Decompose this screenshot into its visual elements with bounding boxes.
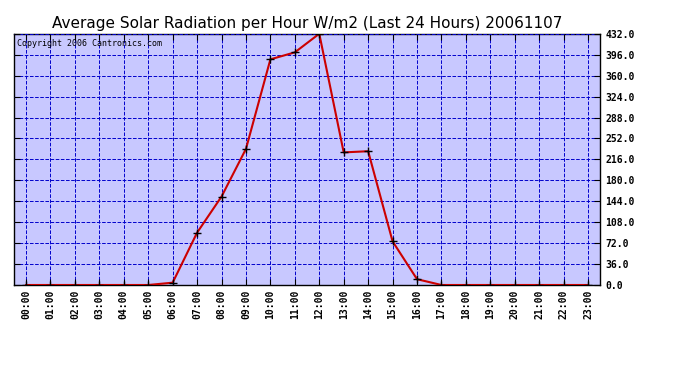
Title: Average Solar Radiation per Hour W/m2 (Last 24 Hours) 20061107: Average Solar Radiation per Hour W/m2 (L… [52, 16, 562, 31]
Text: Copyright 2006 Cantronics.com: Copyright 2006 Cantronics.com [17, 39, 161, 48]
